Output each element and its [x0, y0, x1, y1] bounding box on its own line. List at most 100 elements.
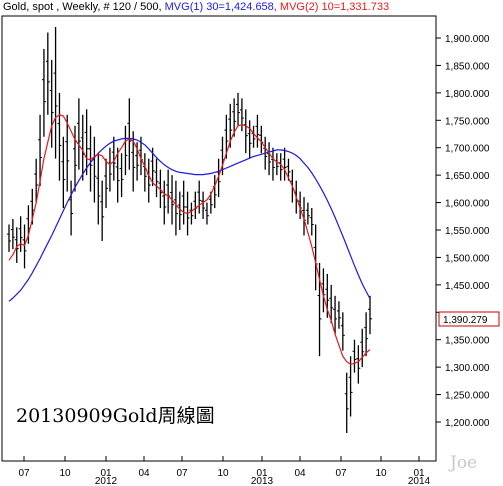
- ohlc-bar: [88, 125, 93, 192]
- ohlc-bar: [22, 224, 27, 269]
- y-tick-label: 1,350.000: [445, 336, 490, 347]
- ohlc-bar: [61, 136, 66, 209]
- ohlc-bar: [49, 59, 54, 148]
- x-year-label: 2013: [251, 476, 274, 486]
- ohlc-bar: [177, 191, 182, 230]
- x-year-label: 2014: [408, 476, 431, 486]
- ohlc-bar: [84, 109, 89, 176]
- ohlc-bar: [305, 202, 310, 225]
- ohlc-bar: [356, 345, 361, 384]
- ohlc-bar: [368, 295, 372, 335]
- y-tick-label: 1,450.000: [445, 281, 490, 292]
- y-tick-label: 1,250.000: [445, 391, 490, 402]
- y-tick-label: 1,900.000: [445, 34, 490, 45]
- watermark: Joe: [448, 453, 477, 473]
- ohlc-bar: [96, 153, 101, 225]
- ohlc-bar: [201, 191, 206, 220]
- ohlc-bar: [45, 32, 50, 115]
- last-price-box: 1,390.279: [438, 311, 500, 327]
- instrument-label: Gold, spot , Weekly, # 120 / 500,: [3, 1, 162, 13]
- y-tick-label: 1,700.000: [445, 144, 490, 155]
- ohlc-bars: [7, 27, 372, 433]
- ohlc-bar: [364, 312, 369, 357]
- last-price-label: 1,390.279: [443, 315, 488, 326]
- ohlc-bar: [53, 27, 58, 159]
- ohlc-bar: [333, 295, 338, 335]
- mvg1-label: MVG(1) 30=1,424.658,: [164, 1, 277, 13]
- x-tick-label: 07: [18, 468, 30, 479]
- ohlc-bar: [232, 98, 237, 137]
- ohlc-bar: [348, 356, 353, 417]
- ohlc-bar: [10, 219, 15, 250]
- ohlc-bar: [255, 114, 260, 148]
- ohlc-bar: [119, 153, 124, 198]
- x-tick-label: 10: [59, 468, 71, 479]
- ohlc-bar: [340, 312, 345, 351]
- ohlc-bar: [69, 180, 74, 236]
- ohlc-bar: [352, 339, 357, 373]
- ohlc-bar: [14, 227, 19, 263]
- ohlc-bar: [18, 216, 23, 252]
- y-tick-label: 1,550.000: [445, 226, 490, 237]
- ohlc-bar: [127, 98, 132, 170]
- ohlc-bar: [236, 92, 241, 126]
- mvg2-label: MVG(2) 10=1,331.733: [279, 1, 390, 13]
- x-year-label: 2012: [95, 476, 118, 486]
- ohlc-bar: [239, 98, 244, 132]
- ohlc-bar: [111, 136, 116, 181]
- ohlc-bar: [65, 114, 70, 192]
- x-tick-label: 04: [294, 468, 306, 479]
- y-tick-label: 1,300.000: [445, 363, 490, 374]
- plot-frame: [1, 15, 437, 462]
- ohlc-bar: [76, 98, 81, 170]
- ohlc-bar: [162, 180, 167, 225]
- ohlc-bar: [34, 158, 39, 203]
- x-tick-label: 07: [176, 468, 188, 479]
- x-tick-label: 01: [100, 468, 112, 479]
- x-tick-label: 01: [413, 468, 425, 479]
- ohlc-bar: [115, 147, 120, 203]
- ohlc-bar: [247, 120, 252, 159]
- ohlc-bar: [243, 109, 248, 154]
- chart-annotation: 20130909Gold周線圖: [16, 405, 215, 427]
- ohlc-bar: [204, 202, 209, 225]
- ohlc-bar: [104, 158, 109, 209]
- ohlc-bar: [38, 114, 43, 187]
- chart-header: Gold, spot , Weekly, # 120 / 500, MVG(1)…: [3, 1, 389, 13]
- ohlc-bar: [72, 125, 77, 192]
- x-tick-label: 07: [335, 468, 347, 479]
- y-tick-label: 1,200.000: [445, 418, 490, 429]
- x-tick-label: 04: [138, 468, 150, 479]
- x-tick-label: 10: [217, 468, 229, 479]
- x-tick-label: 01: [256, 468, 268, 479]
- ohlc-bar: [197, 180, 202, 214]
- ohlc-bar: [336, 301, 341, 329]
- ma-line-2: [8, 114, 371, 366]
- ohlc-bar: [173, 180, 178, 236]
- ohlc-bar: [7, 224, 11, 252]
- ohlc-bar: [181, 180, 186, 225]
- ohlc-bar: [41, 48, 46, 137]
- ohlc-bar: [282, 147, 287, 181]
- ohlc-bar: [100, 180, 105, 241]
- x-tick-label: 10: [375, 468, 387, 479]
- ma-line-1: [8, 137, 371, 302]
- y-tick-label: 1,500.000: [445, 253, 490, 264]
- y-tick-label: 1,650.000: [445, 171, 490, 182]
- ohlc-bar: [344, 372, 349, 433]
- ohlc-bar: [309, 208, 314, 236]
- ohlc-bar: [154, 158, 159, 198]
- ohlc-bar: [57, 92, 62, 181]
- ohlc-bar: [329, 284, 334, 324]
- moving-averages: [8, 114, 371, 366]
- y-tick-label: 1,850.000: [445, 61, 490, 72]
- ohlc-bar: [360, 328, 365, 368]
- y-tick-label: 1,750.000: [445, 116, 490, 127]
- ohlc-bar: [270, 147, 275, 181]
- y-axis: 1,900.000 1,850.000 1,800.000 1,750.000 1,70…: [436, 34, 490, 429]
- ohlc-bar: [189, 202, 194, 225]
- y-tick-label: 1,600.000: [445, 199, 490, 210]
- ohlc-bar: [267, 142, 272, 176]
